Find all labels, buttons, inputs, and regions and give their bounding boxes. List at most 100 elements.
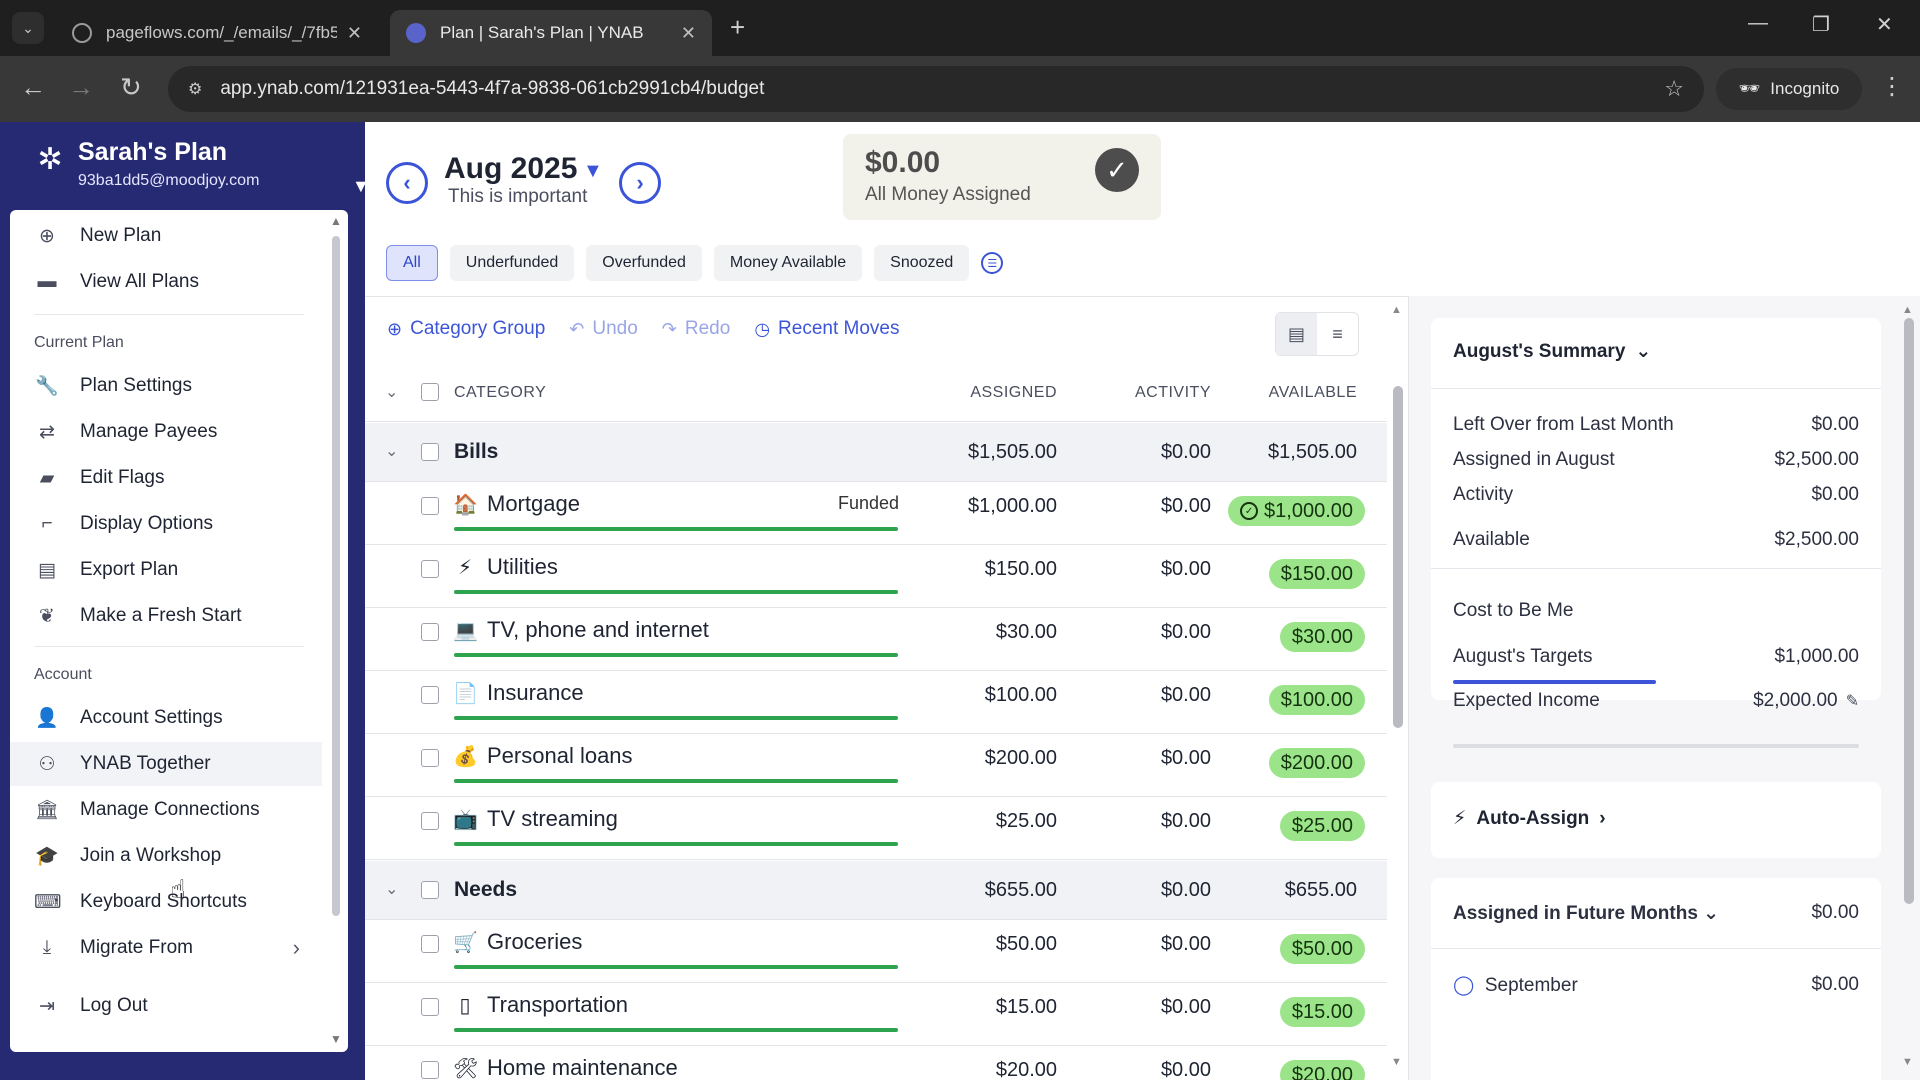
activity-cell[interactable]: $0.00 (1160, 996, 1211, 1018)
forward-icon[interactable]: → (68, 72, 94, 102)
reload-icon[interactable]: ↻ (120, 72, 142, 102)
activity-cell[interactable]: $0.00 (1160, 879, 1211, 901)
category-row[interactable]: 🛠 Home maintenance $20.00 $0.00 $20.00 (365, 1047, 1387, 1080)
month-note[interactable]: This is important (448, 186, 588, 207)
previous-month-button[interactable]: ‹ (386, 162, 428, 204)
browser-menu-icon[interactable]: ⋮ (1880, 73, 1904, 100)
menu-item-ynab-together[interactable]: ⚇ YNAB Together (10, 742, 322, 786)
menu-item-plan-settings[interactable]: 🔧 Plan Settings (10, 364, 322, 408)
scroll-up-icon[interactable]: ▲ (1902, 304, 1913, 316)
category-row[interactable]: ▯ Transportation $15.00 $0.00 $15.00 (365, 984, 1387, 1046)
category-group-row[interactable]: ⌄ Needs $655.00 $0.00 $655.00 (365, 861, 1387, 920)
category-name-cell[interactable]: 🛒 Groceries (453, 929, 582, 955)
category-row[interactable]: 💻 TV, phone and internet $30.00 $0.00 $30.00 (365, 609, 1387, 671)
add-category-group-button[interactable]: ⊕ Category Group (387, 318, 545, 340)
category-name-cell[interactable]: ▯ Transportation (453, 992, 628, 1018)
menu-item-view-all-plans[interactable]: ▬ View All Plans (10, 260, 322, 304)
recent-moves-button[interactable]: ◷ Recent Moves (754, 318, 899, 340)
menu-item-new-plan[interactable]: ⊕ New Plan (10, 214, 322, 258)
row-checkbox[interactable] (421, 443, 439, 461)
collapse-group-chevron-icon[interactable]: ⌄ (385, 443, 399, 460)
row-checkbox[interactable] (421, 623, 439, 641)
activity-cell[interactable]: $0.00 (1160, 933, 1211, 955)
menu-item-edit-flags[interactable]: ▰ Edit Flags (10, 456, 322, 500)
menu-item-export-plan[interactable]: ▤ Export Plan (10, 548, 322, 592)
filter-snoozed[interactable]: Snoozed (874, 245, 970, 281)
category-row[interactable]: 🏠 Mortgage Funded $1,000.00 $0.00 ✓ $1,000.00 (365, 483, 1387, 545)
tab-search-button[interactable]: ⌄ (12, 12, 44, 44)
close-tab-icon[interactable]: ✕ (346, 22, 362, 43)
filter-options-icon[interactable]: ☰ (981, 252, 1004, 274)
menu-item-manage-connections[interactable]: 🏛 Manage Connections (10, 788, 322, 832)
category-name-cell[interactable]: 💰 Personal loans (453, 743, 633, 769)
month-picker-caret-icon[interactable]: ▼ (583, 160, 603, 182)
row-checkbox[interactable] (421, 881, 439, 899)
activity-cell[interactable]: $0.00 (1160, 621, 1211, 643)
row-checkbox[interactable] (421, 812, 439, 830)
chevron-down-icon[interactable]: ▼ (352, 176, 370, 196)
activity-cell[interactable]: $0.00 (1160, 684, 1211, 706)
collapse-all-chevron-icon[interactable]: ⌄ (385, 384, 399, 401)
close-tab-icon[interactable]: ✕ (680, 22, 696, 43)
activity-cell[interactable]: $0.00 (1160, 747, 1211, 769)
assigned-cell[interactable]: $1,505.00 (968, 441, 1057, 463)
menu-item-join-workshop[interactable]: 🎓 Join a Workshop (10, 834, 322, 878)
category-name-cell[interactable]: 🛠 Home maintenance (453, 1055, 678, 1080)
category-row[interactable]: 📺 TV streaming $25.00 $0.00 $25.00 (365, 798, 1387, 860)
assigned-cell[interactable]: $30.00 (995, 621, 1057, 643)
menu-item-migrate-from[interactable]: ⤓ Migrate From › (10, 926, 322, 970)
activity-cell[interactable]: $0.00 (1160, 810, 1211, 832)
income-value-wrap[interactable]: $2,000.00 ✎ (1753, 690, 1859, 712)
browser-tab[interactable]: pageflows.com/_/emails/_/7fb5 ✕ (56, 10, 378, 56)
row-checkbox[interactable] (421, 749, 439, 767)
category-name-cell[interactable]: 💻 TV, phone and internet (453, 617, 709, 643)
filter-money-available[interactable]: Money Available (713, 245, 863, 281)
available-pill[interactable]: ✓ $1,000.00 (1228, 496, 1365, 526)
assigned-cell[interactable]: $1,000.00 (968, 495, 1057, 517)
bookmark-star-icon[interactable]: ☆ (1664, 76, 1684, 101)
available-pill[interactable]: $20.00 (1279, 1060, 1365, 1080)
ready-to-assign-box[interactable]: $0.00 All Money Assigned ✓ (843, 134, 1161, 220)
new-tab-button[interactable]: + (730, 12, 746, 42)
month-title[interactable]: Aug 2025 (444, 152, 578, 185)
assigned-cell[interactable]: $100.00 (984, 684, 1057, 706)
row-checkbox[interactable] (421, 998, 439, 1016)
compact-view-icon[interactable]: ≡ (1332, 323, 1343, 344)
assigned-cell[interactable]: $20.00 (995, 1059, 1057, 1080)
undo-button[interactable]: ↶ Undo (569, 318, 638, 340)
category-row[interactable]: 🛒 Groceries $50.00 $0.00 $50.00 (365, 921, 1387, 983)
row-checkbox[interactable] (421, 560, 439, 578)
menu-item-manage-payees[interactable]: ⇄ Manage Payees (10, 410, 322, 454)
browser-tab-active[interactable]: Plan | Sarah's Plan | YNAB ✕ (390, 10, 712, 56)
available-pill[interactable]: $150.00 (1268, 559, 1365, 589)
group-name[interactable]: Needs (454, 878, 518, 901)
edit-icon[interactable]: ✎ (1845, 693, 1859, 710)
row-checkbox[interactable] (421, 1061, 439, 1079)
scroll-up-icon[interactable]: ▲ (1391, 304, 1402, 316)
available-pill[interactable]: $25.00 (1279, 811, 1365, 841)
assigned-cell[interactable]: $150.00 (984, 558, 1057, 580)
group-name[interactable]: Bills (454, 440, 499, 463)
available-pill[interactable]: $50.00 (1279, 934, 1365, 964)
scroll-down-icon[interactable]: ▼ (1391, 1056, 1402, 1068)
activity-cell[interactable]: $0.00 (1160, 495, 1211, 517)
activity-cell[interactable]: $0.00 (1160, 1059, 1211, 1080)
inspector-scrollbar[interactable] (1904, 318, 1914, 904)
next-month-button[interactable]: › (619, 162, 661, 204)
back-icon[interactable]: ← (20, 72, 46, 102)
assigned-cell[interactable]: $655.00 (984, 879, 1057, 901)
assigned-cell[interactable]: $25.00 (995, 810, 1057, 832)
assigned-cell[interactable]: $200.00 (984, 747, 1057, 769)
scroll-down-icon[interactable]: ▼ (1902, 1056, 1913, 1068)
category-group-row[interactable]: ⌄ Bills $1,505.00 $0.00 $1,505.00 (365, 423, 1387, 482)
activity-cell[interactable]: $0.00 (1160, 441, 1211, 463)
category-name-cell[interactable]: 📺 TV streaming (453, 806, 618, 832)
row-checkbox[interactable] (421, 935, 439, 953)
category-name-cell[interactable]: ⚡ Utilities (453, 554, 558, 580)
available-pill[interactable]: $15.00 (1279, 997, 1365, 1027)
select-all-checkbox[interactable] (421, 383, 439, 401)
close-window-icon[interactable]: ✕ (1876, 14, 1893, 36)
menu-item-display-options[interactable]: ⌐ Display Options (10, 502, 322, 546)
menu-scrollbar[interactable] (332, 236, 340, 916)
activity-cell[interactable]: $0.00 (1160, 558, 1211, 580)
